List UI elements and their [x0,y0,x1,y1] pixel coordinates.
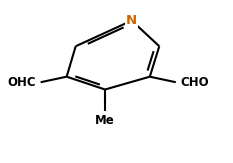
Text: OHC: OHC [7,76,36,89]
Text: Me: Me [95,114,115,127]
Text: CHO: CHO [180,76,209,89]
Text: N: N [126,14,137,27]
